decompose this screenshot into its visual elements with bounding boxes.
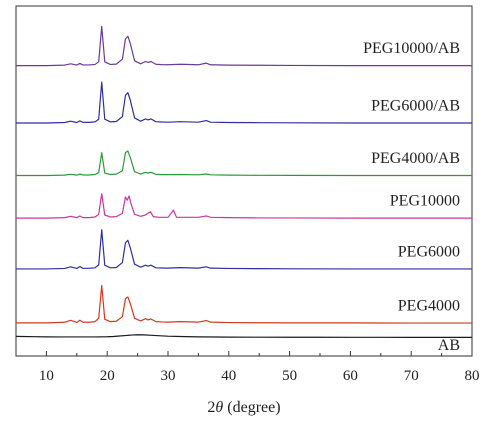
x-axis-title: 2θ (degree) [207, 399, 280, 416]
x-tick-label-80: 80 [465, 368, 480, 384]
x-tick-label-30: 30 [161, 368, 176, 384]
series-label-ab: AB [438, 337, 460, 354]
x-tick-label-50: 50 [282, 368, 297, 384]
series-line-peg10000-ab [16, 25, 472, 67]
series-label-peg6000-ab: PEG6000/AB [371, 98, 460, 115]
x-axis-ticks: 10 20 30 40 50 60 70 80 [15, 351, 480, 384]
series-label-peg4000: PEG4000 [398, 298, 460, 315]
x-tick-label-20: 20 [100, 368, 115, 384]
x-axis-title-theta: θ [215, 399, 223, 416]
series-label-peg6000: PEG6000 [398, 244, 460, 261]
series-layer [15, 25, 472, 338]
x-tick-label-70: 70 [404, 368, 419, 384]
x-axis-title-prefix: 2 [207, 399, 215, 416]
x-tick-label-10: 10 [39, 368, 54, 384]
series-line-peg6000 [16, 229, 472, 270]
series-line-peg4000-ab [16, 150, 472, 177]
series-label-layer: AB PEG4000 PEG6000 PEG10000 PEG4000/AB PEG600… [363, 40, 460, 354]
series-label-peg10000: PEG10000 [390, 193, 460, 210]
plot-frame [15, 5, 473, 357]
x-tick-label-40: 40 [221, 368, 236, 384]
series-line-peg4000 [16, 284, 472, 324]
x-tick-label-60: 60 [343, 368, 358, 384]
x-axis-title-suffix: (degree) [223, 399, 280, 416]
series-label-peg10000-ab: PEG10000/AB [363, 40, 460, 57]
series-label-peg4000-ab: PEG4000/AB [371, 150, 460, 167]
series-line-peg10000 [16, 193, 472, 219]
series-line-peg6000-ab [16, 81, 472, 124]
series-line-ab [15, 334, 472, 338]
